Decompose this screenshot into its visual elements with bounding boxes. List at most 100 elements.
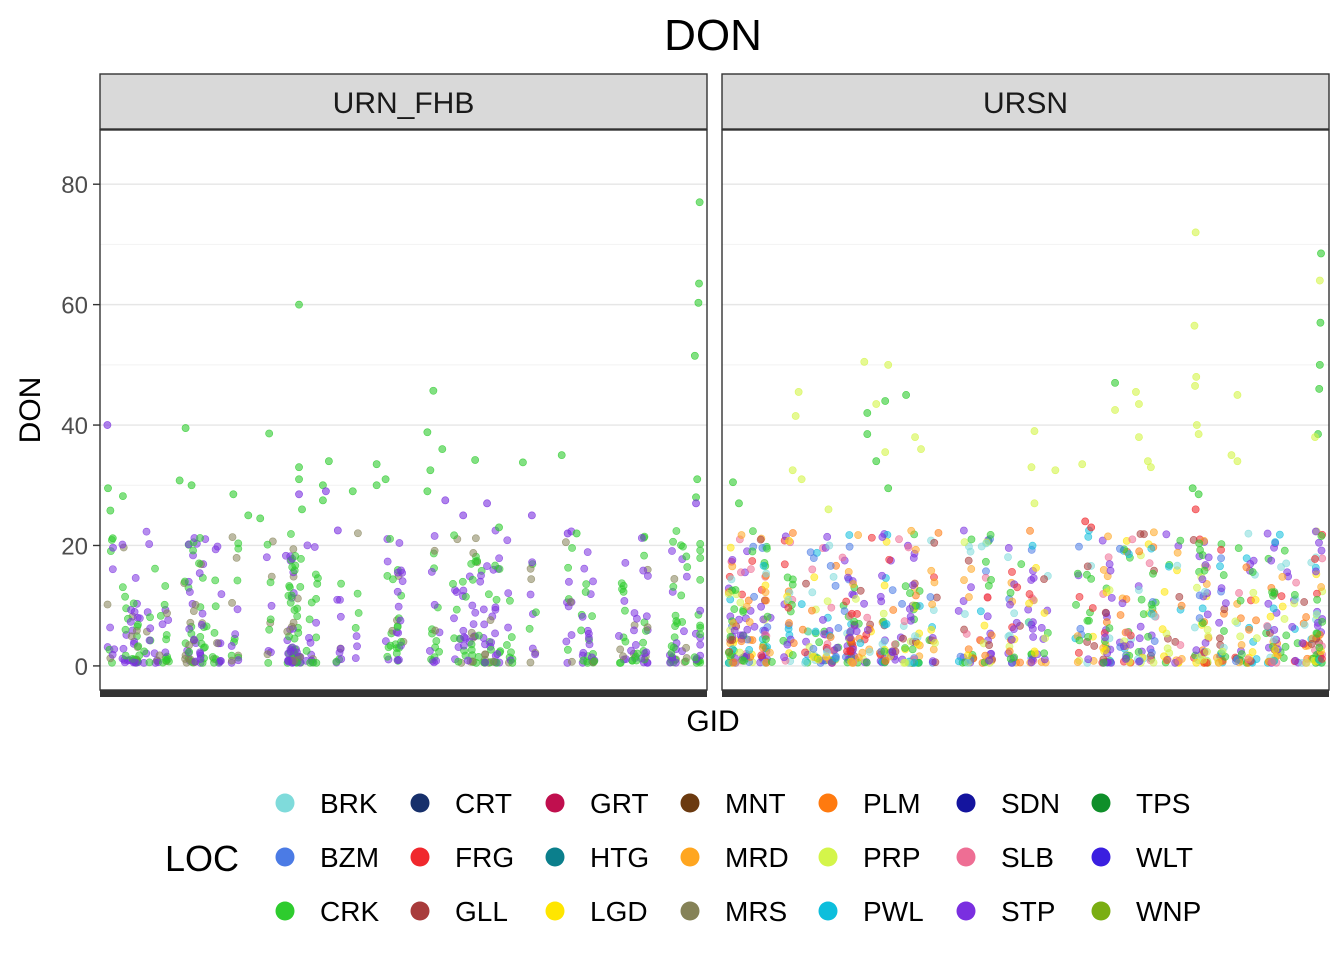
- data-point: [964, 556, 973, 565]
- data-point: [1027, 463, 1036, 472]
- data-point: [743, 625, 752, 634]
- data-point: [381, 475, 390, 484]
- data-point: [146, 613, 154, 622]
- data-point: [476, 577, 485, 586]
- data-point: [1245, 625, 1253, 634]
- data-point: [905, 605, 914, 613]
- data-point: [1147, 648, 1156, 657]
- data-point: [840, 607, 849, 616]
- data-point: [1311, 567, 1320, 576]
- data-point: [783, 573, 792, 582]
- data-point: [1126, 640, 1135, 649]
- data-point: [1298, 639, 1307, 648]
- data-point: [468, 575, 477, 584]
- data-point: [1317, 583, 1326, 591]
- data-point: [234, 656, 243, 665]
- data-point: [761, 581, 770, 590]
- data-point: [1204, 553, 1213, 562]
- data-point: [696, 630, 705, 639]
- data-point: [579, 656, 588, 665]
- data-point: [756, 535, 765, 544]
- data-point: [965, 593, 973, 601]
- data-point: [1006, 600, 1014, 609]
- data-point: [1195, 591, 1204, 600]
- y-tick-label: 80: [61, 172, 88, 199]
- data-point: [126, 617, 135, 626]
- data-point: [907, 526, 916, 535]
- data-point: [491, 561, 500, 570]
- plot-area: [722, 130, 1329, 690]
- data-point: [1313, 629, 1322, 638]
- data-point: [312, 594, 321, 603]
- data-point: [211, 576, 220, 585]
- data-point: [1195, 539, 1204, 548]
- data-point: [229, 490, 238, 499]
- data-point: [314, 574, 322, 583]
- data-point: [295, 490, 303, 499]
- data-point: [452, 588, 461, 596]
- data-point: [471, 456, 480, 464]
- data-point: [672, 527, 681, 535]
- data-point: [182, 658, 191, 667]
- data-point: [827, 603, 836, 612]
- data-point: [668, 547, 676, 555]
- data-point: [146, 624, 155, 633]
- data-point: [737, 568, 745, 577]
- data-point: [1217, 584, 1226, 593]
- legend-label: TPS: [1136, 788, 1190, 819]
- data-point: [890, 640, 899, 649]
- data-point: [110, 645, 119, 654]
- data-point: [213, 639, 221, 647]
- data-point: [504, 623, 512, 632]
- data-point: [1288, 622, 1297, 631]
- data-point: [288, 643, 297, 652]
- data-point: [696, 539, 705, 548]
- data-point: [1030, 427, 1039, 435]
- legend-label: STP: [1001, 896, 1055, 927]
- data-point: [1215, 618, 1224, 627]
- data-point: [519, 458, 527, 467]
- data-point: [1313, 595, 1322, 604]
- data-point: [1107, 593, 1116, 602]
- data-point: [474, 631, 483, 640]
- data-point: [1144, 632, 1152, 641]
- legend-key: [545, 793, 565, 813]
- data-point: [460, 633, 469, 642]
- data-point: [640, 551, 648, 560]
- data-point: [726, 543, 735, 552]
- data-point: [583, 626, 592, 635]
- data-point: [1191, 228, 1200, 237]
- legend-label: FRG: [455, 842, 514, 873]
- data-point: [1149, 569, 1157, 578]
- data-point: [856, 586, 865, 595]
- data-point: [620, 597, 629, 605]
- data-point: [1292, 578, 1300, 587]
- data-point: [353, 642, 361, 651]
- data-point: [526, 658, 535, 667]
- legend-label: CRK: [320, 896, 379, 927]
- data-point: [911, 433, 919, 441]
- data-point: [286, 598, 295, 607]
- data-point: [590, 657, 599, 666]
- data-point: [1217, 545, 1225, 554]
- data-point: [1220, 627, 1228, 635]
- data-point: [959, 597, 968, 605]
- data-point: [158, 620, 167, 629]
- data-point: [669, 643, 678, 652]
- data-point: [798, 625, 807, 634]
- data-point: [899, 634, 907, 643]
- data-point: [1016, 658, 1024, 667]
- data-point: [1312, 609, 1321, 618]
- data-point: [1188, 484, 1197, 493]
- data-point: [888, 648, 897, 657]
- data-point: [1027, 576, 1036, 584]
- data-point: [1099, 658, 1108, 667]
- data-point: [811, 627, 820, 636]
- data-point: [1190, 623, 1199, 632]
- data-point: [566, 598, 575, 606]
- data-point: [759, 561, 768, 570]
- data-point: [1149, 528, 1158, 537]
- data-point: [432, 637, 441, 645]
- data-point: [1275, 530, 1284, 539]
- data-point: [1137, 595, 1146, 604]
